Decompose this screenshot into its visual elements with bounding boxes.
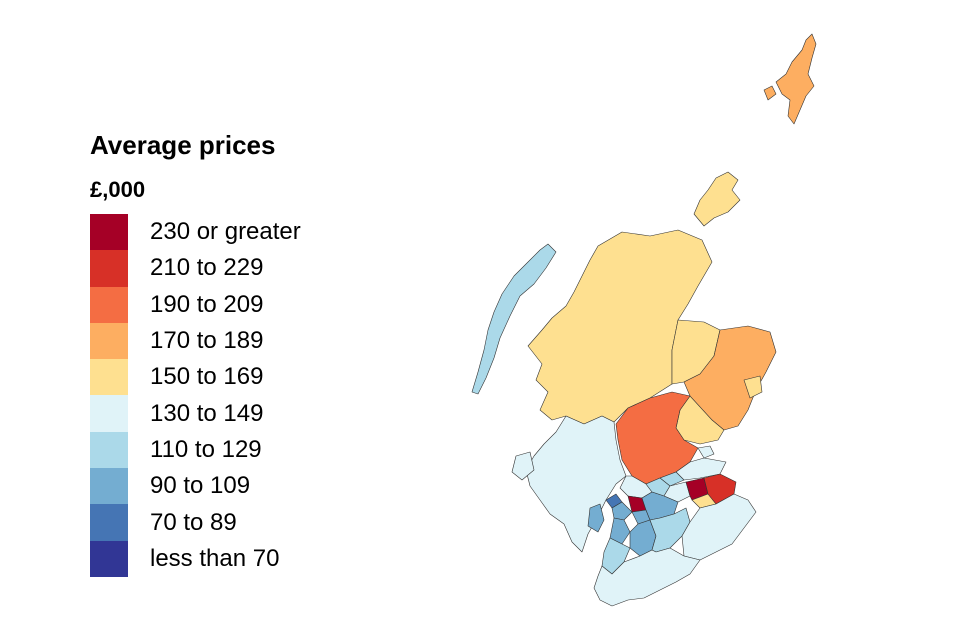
- region-scottish-borders: [681, 493, 757, 561]
- region-dumfries-and-galloway: [593, 547, 701, 607]
- legend-item: 230 or greater: [90, 214, 301, 251]
- legend-item: 210 to 229: [90, 250, 301, 287]
- legend-label: 130 to 149: [150, 399, 264, 427]
- region-aberdeen-city: [743, 375, 763, 399]
- legend-swatch: [90, 504, 128, 541]
- region-aberdeenshire: [683, 325, 777, 431]
- legend-swatch: [90, 468, 128, 505]
- legend-swatch: [90, 540, 128, 577]
- legend-item: 70 to 89: [90, 504, 301, 541]
- legend-title: Average prices: [90, 130, 276, 160]
- legend-label: 210 to 229: [150, 254, 264, 282]
- legend-label: 90 to 109: [150, 472, 251, 500]
- region-shetland: [775, 33, 817, 125]
- legend-swatch: [90, 214, 128, 251]
- region-argyll-and-bute: [511, 451, 535, 481]
- legend-item: 110 to 129: [90, 431, 301, 469]
- legend-label: less than 70: [150, 544, 280, 572]
- legend-label: 190 to 209: [150, 290, 264, 318]
- region-dundee: [697, 445, 715, 459]
- legend-swatch: [90, 395, 128, 432]
- legend-swatch: [90, 286, 128, 323]
- legend-swatch: [90, 359, 128, 396]
- legend-label: 150 to 169: [150, 363, 264, 391]
- region-orkney: [693, 171, 741, 227]
- legend-label: 70 to 89: [150, 508, 237, 536]
- legend-label: 170 to 189: [150, 327, 264, 355]
- scotland-choropleth-map: [471, 33, 817, 607]
- legend-unit: £,000: [90, 177, 146, 202]
- legend-item: 130 to 149: [90, 395, 301, 432]
- legend-label: 230 or greater: [150, 218, 301, 246]
- legend-list: 230 or greater 210 to 229 190 to 209 170…: [90, 214, 301, 577]
- legend-swatch: [90, 431, 128, 469]
- legend-swatch: [90, 322, 128, 360]
- region-fife: [675, 457, 727, 481]
- legend-item: less than 70: [90, 540, 301, 577]
- legend-item: 170 to 189: [90, 322, 301, 360]
- legend-item: 90 to 109: [90, 468, 301, 505]
- region-renfrewshire: [611, 501, 633, 521]
- legend-item: 190 to 209: [90, 286, 301, 323]
- region-shetland: [763, 85, 777, 101]
- legend-item: 150 to 169: [90, 359, 301, 396]
- legend-label: 110 to 129: [150, 435, 262, 463]
- region-north-ayrshire: [609, 517, 631, 545]
- region-arran: [587, 503, 605, 533]
- legend-swatch: [90, 250, 128, 287]
- region-western-isles: [471, 243, 557, 395]
- map-legend: Average prices £,000 230 or greater 210 …: [90, 128, 301, 577]
